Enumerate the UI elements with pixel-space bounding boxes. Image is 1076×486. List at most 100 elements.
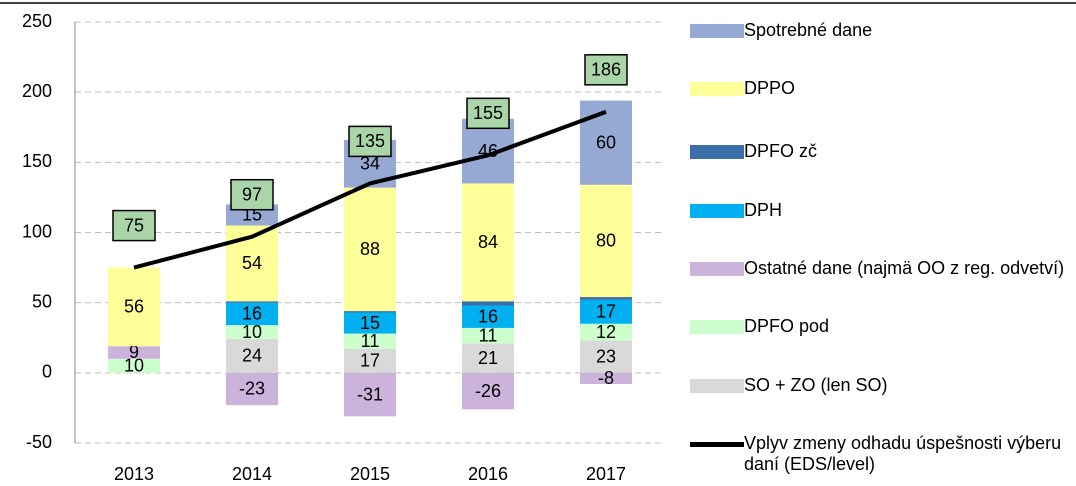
total-label: 75 [124, 215, 144, 235]
data-label: -31 [357, 384, 383, 404]
data-label: -23 [239, 379, 265, 399]
legend-swatch [690, 442, 744, 447]
bar-segment [108, 267, 160, 347]
legend-label: DPFO pod [744, 316, 830, 336]
data-label: 21 [478, 348, 498, 368]
total-label-box [112, 209, 156, 242]
data-label: 60 [596, 132, 616, 152]
data-label: 54 [242, 253, 262, 273]
bar-segment [580, 323, 632, 341]
data-label: -8 [598, 368, 614, 388]
y-tick-label: 0 [42, 362, 52, 382]
legend-label: Vplyv zmeny odhadu úspešnosti výberu dan… [744, 433, 1062, 474]
legend-item: DPPO [690, 78, 1070, 99]
bar-segment [226, 301, 278, 303]
data-label: 84 [478, 232, 498, 252]
legend-label: Spotrebné dane [744, 20, 873, 40]
data-label: 10 [124, 356, 144, 376]
total-label-box [230, 178, 274, 211]
x-tick-label: 2015 [350, 464, 390, 484]
total-label: 135 [355, 131, 385, 151]
legend-item: DPFO zč [690, 141, 1070, 162]
bar-segment [580, 340, 632, 373]
legend-label: SO + ZO (len SO) [744, 375, 888, 395]
bar-segment [462, 343, 514, 373]
legend-swatch [690, 145, 744, 159]
bar-segment [108, 346, 160, 359]
data-label: 17 [596, 302, 616, 322]
y-tick-label: 50 [32, 291, 52, 311]
total-label: 97 [242, 184, 262, 204]
line [133, 109, 607, 270]
total-label: 155 [473, 103, 503, 123]
bar-segment [580, 297, 632, 300]
legend-swatch [690, 82, 744, 96]
legend-item: DPFO pod [690, 316, 1070, 337]
legend-label: DPH [744, 200, 783, 220]
legend-label: DPFO zč [744, 141, 818, 161]
bar-segment [344, 312, 396, 334]
bar-segment [580, 100, 632, 185]
bar-segment [108, 358, 160, 373]
data-label: 17 [360, 351, 380, 371]
x-tick-label: 2016 [468, 464, 508, 484]
data-label: 34 [360, 153, 380, 173]
bar-segment [462, 305, 514, 328]
data-label: 11 [479, 325, 498, 345]
legend-label: Ostatné dane (najmä OO z reg. odvetví) [744, 258, 1065, 278]
x-tick-label: 2017 [586, 464, 626, 484]
bar-segment [344, 187, 396, 312]
data-label: 16 [478, 306, 498, 326]
y-tick-label: -50 [26, 432, 52, 452]
data-label: 12 [596, 322, 616, 342]
bar-segment [344, 311, 396, 313]
bar-segment [344, 372, 396, 417]
data-label: 24 [242, 346, 262, 366]
legend-label: DPPO [744, 78, 796, 98]
data-label: -26 [475, 381, 501, 401]
bar-segment [462, 372, 514, 410]
x-tick-label: 2013 [114, 464, 154, 484]
legend-swatch [690, 204, 744, 218]
total-label-box [584, 54, 628, 86]
data-label: 11 [361, 331, 380, 351]
legend-item: Vplyv zmeny odhadu úspešnosti výberu dan… [690, 433, 1070, 475]
bar-segment [462, 301, 514, 306]
data-label: 10 [242, 322, 262, 342]
legend-item: SO + ZO (len SO) [690, 375, 1070, 396]
y-tick-label: 100 [22, 221, 52, 241]
y-tick-label: 250 [22, 11, 52, 31]
bar-segment [462, 118, 514, 184]
data-label: 56 [124, 297, 144, 317]
legend-swatch [690, 320, 744, 334]
bar-segment [226, 325, 278, 340]
legend-item: Ostatné dane (najmä OO z reg. odvetví) [690, 258, 1070, 279]
bar-segment [580, 372, 632, 385]
bar-segment [226, 302, 278, 326]
legend-item: DPH [690, 200, 1070, 221]
legend-swatch [690, 24, 744, 38]
bar-segment [580, 184, 632, 298]
bar-segment [462, 183, 514, 302]
bar-segment [344, 348, 396, 373]
data-label: 15 [360, 313, 380, 333]
total-label-box [466, 97, 510, 130]
bar-segment [462, 327, 514, 344]
legend-swatch [690, 379, 744, 393]
data-label: 23 [596, 346, 616, 366]
bar-segment [580, 299, 632, 324]
legend-item: Spotrebné dane [690, 20, 1070, 41]
data-label: 88 [360, 239, 380, 259]
legend-swatch [690, 262, 744, 276]
y-tick-label: 200 [22, 81, 52, 101]
y-tick-label: 150 [22, 151, 52, 171]
x-tick-label: 2014 [232, 464, 272, 484]
data-label: 9 [129, 342, 139, 362]
bar-segment [226, 372, 278, 406]
data-label: 80 [596, 231, 616, 251]
bar-segment [344, 333, 396, 349]
data-label: 16 [242, 304, 262, 324]
bar-segment [226, 339, 278, 373]
